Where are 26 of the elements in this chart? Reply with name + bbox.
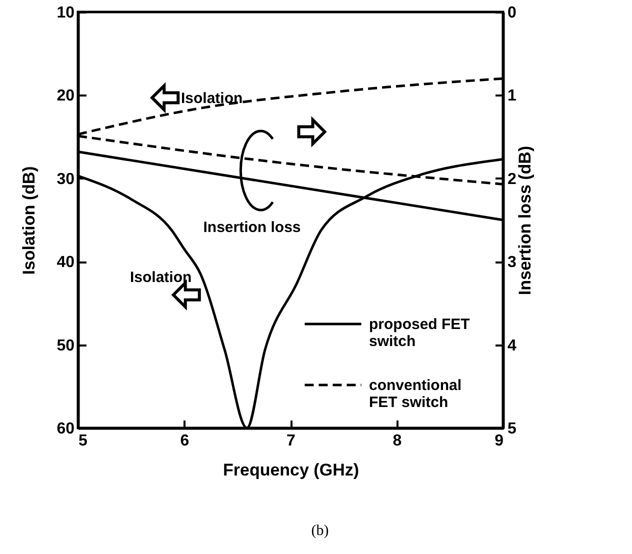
x-tick-label: 6 [180,432,190,450]
legend-label: conventional FET switch [369,377,462,411]
y2-tick-label: 1 [508,88,516,105]
x-tick-label: 9 [494,432,504,450]
y-tick-label: 30 [56,170,75,188]
y2-axis-title: Insertion loss (dB) [515,146,534,296]
y2-tick-label: 3 [508,254,516,272]
text: (b) [311,523,329,539]
y-tick-label: 60 [56,420,75,438]
x-axis-title: Frequency (GHz) [222,460,360,480]
x-tick-label: 5 [78,432,88,450]
annotation: Isolation [181,90,243,107]
y-tick-label: 20 [56,88,75,105]
y2-tick-label: 2 [508,170,516,188]
y2-tick-label: 4 [508,337,516,354]
annotation: Insertion loss [203,219,301,236]
x-tick-label: 8 [392,432,402,450]
x-tick-label: 7 [286,432,296,450]
y-tick-label: 40 [56,254,75,272]
y-axis-title: Isolation (dB) [20,166,39,275]
y2-tick-label: 0 [508,4,516,22]
y-tick-label: 10 [56,4,75,22]
legend-label: proposed FET switch [369,316,470,350]
y-tick-label: 50 [56,337,75,354]
annotation: Isolation [130,269,192,286]
y2-tick-label: 5 [508,420,516,438]
